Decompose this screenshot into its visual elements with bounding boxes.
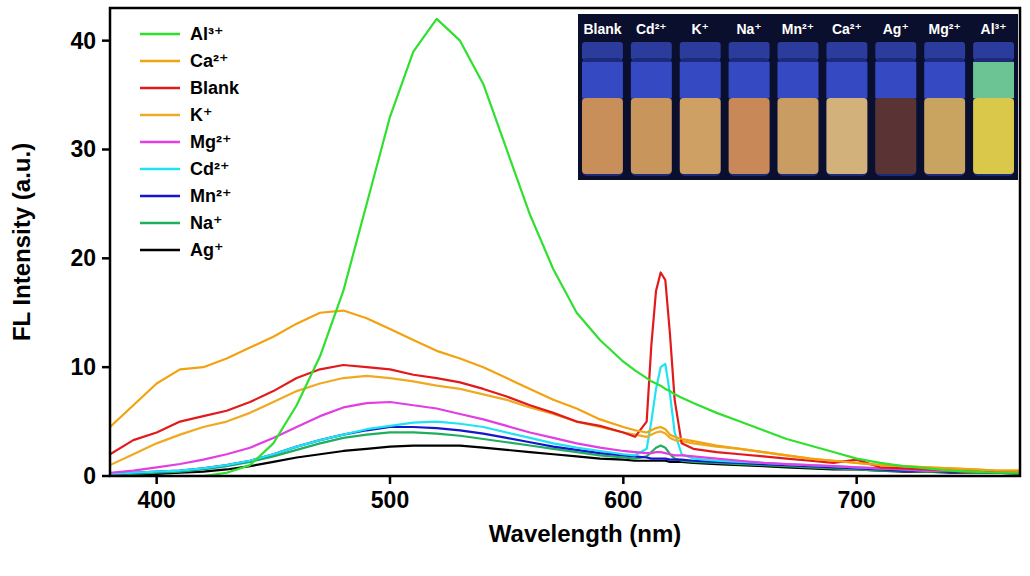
vial-cap (826, 42, 867, 60)
vial-liquid (924, 98, 965, 174)
vial-liquid (778, 98, 819, 174)
series-line (110, 364, 1020, 474)
vial-glow (875, 62, 916, 98)
vial-glass (729, 58, 770, 176)
legend: Al³⁺ Ca²⁺ Blank K⁺ Mg²⁺ Cd²⁺ Mn²⁺ Na⁺ Ag⁺ (140, 24, 240, 260)
vial-glass (875, 58, 916, 176)
vial-glass (826, 58, 867, 176)
vial-glow (582, 62, 623, 98)
legend-swatch (140, 87, 180, 90)
vial-liquid (729, 98, 770, 174)
x-tick-label: 700 (837, 487, 875, 513)
vial-cap (875, 42, 916, 60)
y-tick-label: 0 (83, 463, 96, 489)
vial-liquid (973, 98, 1014, 174)
y-tick (102, 39, 110, 42)
inset-photo: Blank Cd²⁺ K⁺ Na⁺ Mn²⁺ Ca²⁺ Ag⁺ Mg²⁺ Al³⁺ (578, 14, 1018, 180)
legend-label: Al³⁺ (190, 24, 224, 44)
legend-label: Mn²⁺ (190, 186, 231, 206)
vial-cap (973, 42, 1014, 60)
legend-swatch (140, 222, 180, 225)
series-line (110, 19, 1020, 476)
plot-frame (110, 8, 1020, 476)
vial-glow (778, 62, 819, 98)
inset-label: Al³⁺ (981, 21, 1007, 37)
x-tick (622, 476, 625, 484)
vial-cap (778, 42, 819, 60)
vial-cap (729, 42, 770, 60)
vial-glass (582, 58, 623, 176)
legend-swatch (140, 60, 180, 63)
vial-liquid (680, 98, 721, 174)
vial-cap (631, 42, 672, 60)
x-tick-label: 400 (137, 487, 175, 513)
vial-liquid (582, 98, 623, 174)
vial-glow (826, 62, 867, 98)
y-tick-label: 10 (70, 354, 96, 380)
y-tick (102, 475, 110, 478)
x-tick-label: 500 (371, 487, 409, 513)
inset-label: Ca²⁺ (832, 21, 862, 37)
x-axis-title: Wavelength (nm) (489, 520, 681, 547)
y-tick (102, 257, 110, 260)
y-tick (102, 366, 110, 369)
plot-lines (110, 19, 1020, 476)
vial-liquid (631, 98, 672, 174)
vial-liquid (826, 98, 867, 174)
legend-label: Na⁺ (190, 213, 223, 233)
vial-glow (924, 62, 965, 98)
inset-label: Blank (583, 21, 621, 37)
inset-label: Mg²⁺ (929, 21, 961, 37)
vial-glow (973, 62, 1014, 98)
y-axis-title: FL Intensity (a.u.) (8, 143, 35, 341)
vial-glow (631, 62, 672, 98)
legend-swatch (140, 168, 180, 171)
vial-glow (680, 62, 721, 98)
vial-liquid (875, 98, 916, 174)
vial-glow (729, 62, 770, 98)
vial-cap (680, 42, 721, 60)
vial-glass (924, 58, 965, 176)
series-line (110, 402, 1020, 473)
y-tick-label: 20 (70, 245, 96, 271)
chart: 400 500 600 700 0 10 20 30 40 Wavelength (nm) FL I… (0, 0, 1030, 576)
x-tick (389, 476, 392, 484)
vial-glass (778, 58, 819, 176)
y-tick (102, 148, 110, 151)
legend-label: Cd²⁺ (190, 159, 230, 179)
y-tick-label: 40 (70, 28, 96, 54)
series-line (110, 376, 1020, 471)
legend-label: K⁺ (190, 105, 213, 125)
inset-background (578, 14, 1018, 180)
series-line (110, 311, 1020, 471)
x-tick (155, 476, 158, 484)
legend-swatch (140, 114, 180, 117)
vial-cap (582, 42, 623, 60)
vial-glass (973, 58, 1014, 176)
inset-label: Na⁺ (736, 21, 761, 37)
legend-label: Ag⁺ (190, 240, 224, 260)
x-tick (855, 476, 858, 484)
x-tick-label: 600 (604, 487, 642, 513)
legend-label: Mg²⁺ (190, 132, 231, 152)
vial-glass (631, 58, 672, 176)
legend-swatch (140, 249, 180, 252)
vial-cap (924, 42, 965, 60)
legend-swatch (140, 33, 180, 36)
legend-label: Ca²⁺ (190, 51, 229, 71)
legend-swatch (140, 141, 180, 144)
legend-label: Blank (190, 78, 240, 98)
inset-label: K⁺ (691, 21, 709, 37)
inset-label: Mn²⁺ (782, 21, 814, 37)
legend-swatch (140, 195, 180, 198)
inset-label: Ag⁺ (883, 21, 909, 37)
y-tick-label: 30 (70, 136, 96, 162)
series-line (110, 272, 1020, 472)
vial-glass (680, 58, 721, 176)
inset-label: Cd²⁺ (636, 21, 667, 37)
